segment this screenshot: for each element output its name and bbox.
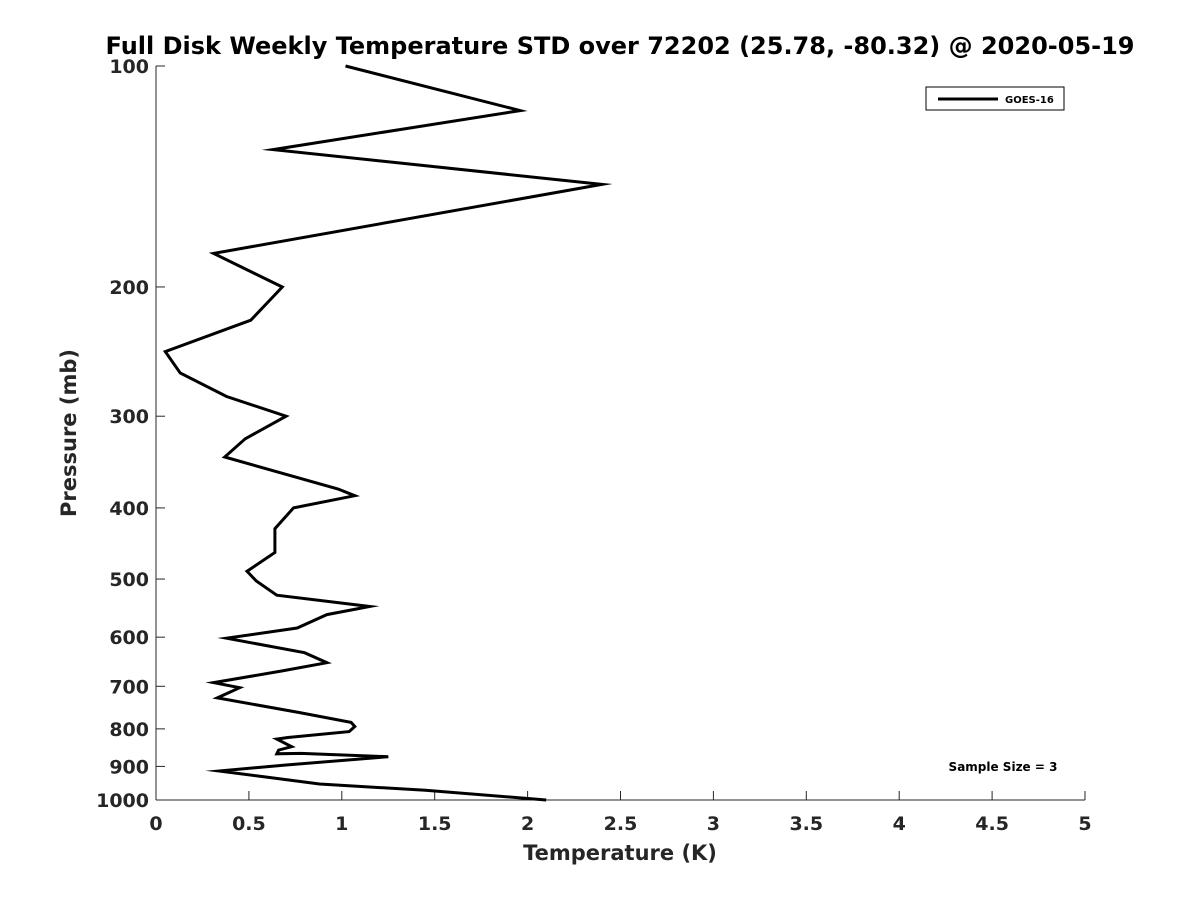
y-tick-label: 200 bbox=[109, 277, 149, 299]
y-tick-label: 300 bbox=[109, 406, 149, 428]
x-tick-label: 1 bbox=[335, 813, 348, 835]
y-tick-label: 900 bbox=[109, 756, 149, 778]
y-tick-label: 700 bbox=[109, 676, 149, 698]
y-tick-label: 800 bbox=[109, 719, 149, 741]
x-tick-label: 2.5 bbox=[604, 813, 638, 835]
legend: GOES-16 bbox=[925, 86, 1065, 111]
x-tick-label: 3.5 bbox=[789, 813, 823, 835]
y-tick-label: 400 bbox=[109, 498, 149, 520]
x-tick-label: 2 bbox=[521, 813, 534, 835]
y-axis: 100 200 300 400 500 600 700 800 900 1000 bbox=[96, 56, 165, 812]
x-axis-label: Temperature (K) bbox=[523, 841, 717, 865]
x-tick-label: 0 bbox=[149, 813, 162, 835]
legend-label: GOES-16 bbox=[1005, 95, 1054, 106]
y-tick-label: 1000 bbox=[96, 790, 149, 812]
series-layer bbox=[162, 64, 613, 802]
x-axis: 0 0.5 1 1.5 2 2.5 3 3.5 4 4.5 5 bbox=[149, 791, 1092, 835]
series-line-goes-16 bbox=[162, 64, 613, 802]
sample-size-annotation: Sample Size = 3 bbox=[949, 760, 1058, 774]
y-tick-label: 100 bbox=[109, 56, 149, 78]
y-tick-label: 600 bbox=[109, 627, 149, 649]
y-axis-label: Pressure (mb) bbox=[57, 349, 81, 517]
x-tick-label: 4 bbox=[893, 813, 906, 835]
chart-title: Full Disk Weekly Temperature STD over 72… bbox=[106, 32, 1135, 60]
x-tick-label: 4.5 bbox=[975, 813, 1009, 835]
x-tick-label: 5 bbox=[1078, 813, 1091, 835]
y-tick-label: 500 bbox=[109, 569, 149, 591]
x-tick-label: 3 bbox=[707, 813, 720, 835]
x-tick-label: 1.5 bbox=[418, 813, 452, 835]
plot-area bbox=[155, 66, 1085, 801]
x-tick-label: 0.5 bbox=[232, 813, 266, 835]
